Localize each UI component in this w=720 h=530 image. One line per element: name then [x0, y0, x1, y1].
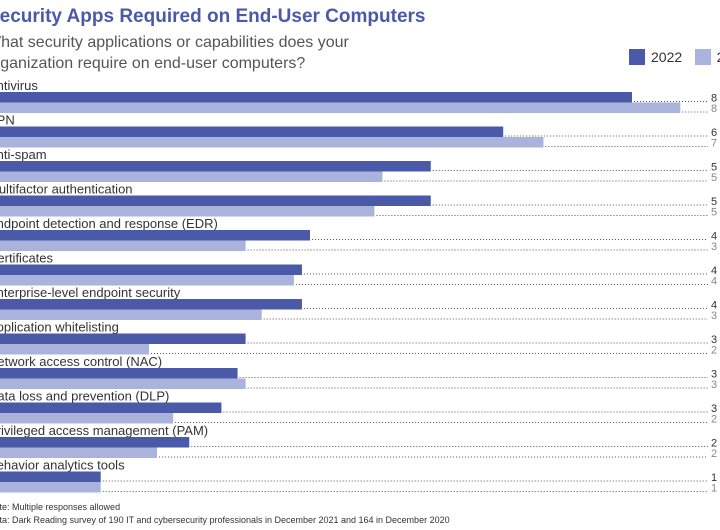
category-label: Antivirus: [0, 78, 38, 93]
legend-swatch-2022: [629, 49, 645, 65]
bar-2021-6: [0, 275, 294, 286]
value-label: 3: [711, 241, 717, 253]
value-label: 3: [711, 334, 717, 346]
chart-notes: Note: Multiple responses allowed Data: D…: [0, 501, 450, 527]
category-label: Behavior analytics tools: [0, 458, 125, 473]
bar-2021-1: [0, 102, 681, 113]
chart-legend: 2022 2021: [629, 49, 720, 67]
value-label: 3: [711, 369, 717, 381]
value-label: 1: [711, 472, 717, 484]
bar-2022-10: [0, 402, 222, 413]
category-label: VPN: [0, 113, 15, 128]
value-label: 2: [711, 448, 717, 460]
bar-2021-4: [0, 206, 375, 217]
value-label: 5: [711, 162, 717, 174]
category-label: Privileged access management (PAM): [0, 423, 208, 438]
bar-2021-9: [0, 378, 246, 389]
category-label: Certificates: [0, 251, 54, 266]
bar-2021-8: [0, 344, 149, 355]
category-label: Network access control (NAC): [0, 354, 162, 369]
bar-2022-3: [0, 161, 431, 172]
bar-2022-7: [0, 299, 302, 310]
category-label: Application whitelisting: [0, 320, 119, 335]
value-label: 4: [711, 276, 717, 288]
value-label: 4: [711, 265, 717, 277]
bar-2022-6: [0, 264, 302, 275]
bar-2021-10: [0, 413, 174, 424]
value-label: 2: [711, 345, 717, 357]
value-label: 3: [711, 310, 717, 322]
value-label: 2: [711, 414, 717, 426]
value-label: 7: [711, 138, 717, 150]
source-text: Data: Dark Reading survey of 190 IT and …: [0, 515, 450, 525]
chart-title: Security Apps Required on End-User Compu…: [0, 6, 426, 27]
bar-2022-9: [0, 368, 238, 379]
value-label: 5: [711, 172, 717, 184]
category-label: Data loss and prevention (DLP): [0, 389, 169, 404]
bar-2021-11: [0, 447, 158, 458]
category-label: Multifactor authentication: [0, 182, 133, 197]
value-label: 3: [711, 403, 717, 415]
note-text: Note: Multiple responses allowed: [0, 502, 121, 512]
legend-label-2022: 2022: [651, 49, 683, 65]
bar-2022-8: [0, 333, 246, 344]
bar-2021-7: [0, 309, 262, 320]
category-label: Endpoint detection and response (EDR): [0, 216, 218, 231]
value-label: 1: [711, 483, 717, 495]
value-label: 6: [711, 127, 717, 139]
legend-item-2022: 2022: [629, 49, 682, 67]
bar-2021-12: [0, 482, 101, 493]
value-label: 4: [711, 231, 717, 243]
legend-item-2021: 2021: [694, 49, 720, 67]
value-label: 8: [711, 103, 717, 115]
bar-2021-2: [0, 137, 544, 148]
bar-2022-5: [0, 230, 310, 241]
value-label: 5: [711, 196, 717, 208]
chart-subtitle: What security applications or capabiliti…: [0, 34, 349, 72]
bar-2021-5: [0, 240, 246, 251]
legend-label-2021: 2021: [717, 49, 720, 65]
value-label: 8: [711, 93, 717, 105]
bar-2022-12: [0, 471, 101, 482]
category-label: Enterprise-level endpoint security: [0, 285, 181, 300]
value-label: 4: [711, 300, 717, 312]
value-label: 2: [711, 438, 717, 450]
bar-2022-1: [0, 92, 632, 103]
bar-2022-4: [0, 195, 431, 206]
bar-2021-3: [0, 171, 383, 182]
category-label: Anti-spam: [0, 147, 47, 162]
value-label: 3: [711, 379, 717, 391]
value-label: 5: [711, 207, 717, 219]
bar-2022-2: [0, 126, 504, 137]
legend-swatch-2021: [694, 49, 711, 65]
bar-2022-11: [0, 437, 190, 448]
